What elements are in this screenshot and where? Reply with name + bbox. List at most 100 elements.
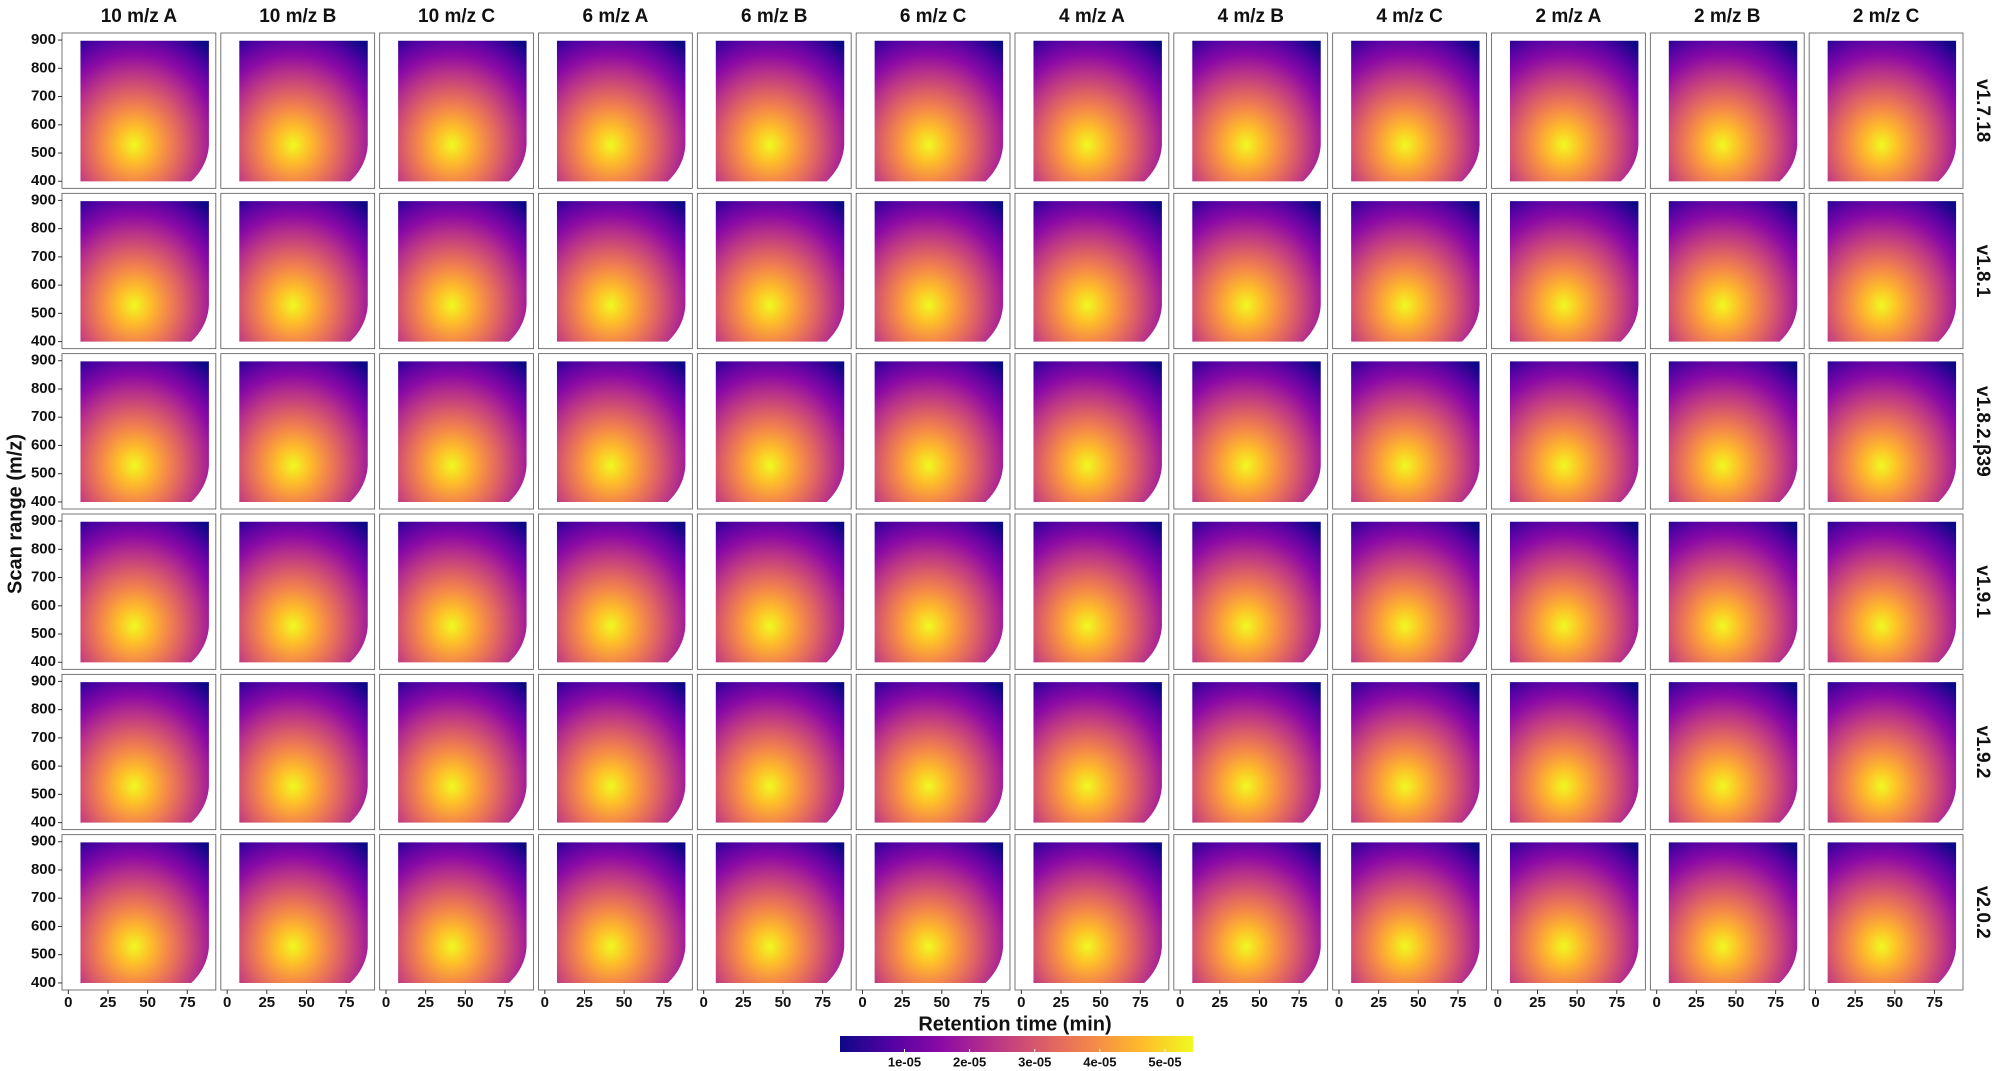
- density-area: [1192, 201, 1321, 342]
- y-tick-label: 900: [31, 352, 56, 369]
- density-area: [239, 682, 368, 823]
- x-tick-label: 50: [1728, 994, 1745, 1011]
- x-tick-label: 75: [814, 994, 831, 1011]
- density-area: [1827, 842, 1957, 984]
- x-tick-label: 75: [1926, 994, 1943, 1011]
- column-label: 2 m/z A: [1536, 6, 1602, 27]
- y-tick-label: 600: [31, 917, 56, 934]
- density-area: [1192, 40, 1321, 182]
- column-label: 4 m/z C: [1376, 6, 1443, 27]
- density-area: [80, 842, 209, 984]
- y-tick-label: 800: [31, 701, 56, 718]
- column-label: 6 m/z C: [900, 6, 967, 27]
- x-tick-label: 0: [64, 994, 72, 1011]
- density-area: [874, 40, 1004, 182]
- row-label: v1.7.18: [1972, 79, 1993, 142]
- x-tick-label: 0: [1653, 994, 1661, 1011]
- column-label: 2 m/z B: [1694, 6, 1761, 27]
- density-area: [1192, 682, 1321, 823]
- x-tick-label: 50: [457, 994, 474, 1011]
- colorbar-tick-label: 1e-05: [888, 1054, 921, 1069]
- density-area: [715, 842, 845, 984]
- density-area: [1509, 682, 1639, 823]
- density-area: [715, 40, 845, 182]
- density-area: [398, 682, 527, 823]
- x-tick-label: 50: [775, 994, 792, 1011]
- x-tick-label: 75: [338, 994, 355, 1011]
- density-area: [1668, 842, 1798, 984]
- density-area: [1351, 842, 1480, 984]
- x-tick-label: 75: [1450, 994, 1467, 1011]
- x-tick-label: 0: [1176, 994, 1184, 1011]
- density-area: [1827, 201, 1957, 342]
- density-area: [1509, 40, 1639, 182]
- x-tick-label: 75: [1132, 994, 1149, 1011]
- x-tick-label: 0: [1811, 994, 1819, 1011]
- density-area: [1192, 842, 1321, 984]
- colorbar-tick-label: 3e-05: [1018, 1054, 1051, 1069]
- density-area: [715, 682, 845, 823]
- x-tick-label: 75: [973, 994, 990, 1011]
- y-tick-label: 500: [31, 785, 56, 802]
- x-axis-title: Retention time (min): [918, 1013, 1111, 1035]
- y-tick-label: 900: [31, 833, 56, 850]
- y-tick-label: 800: [31, 380, 56, 397]
- y-tick-label: 400: [31, 814, 56, 831]
- column-label: 4 m/z A: [1059, 6, 1125, 27]
- column-label: 10 m/z B: [259, 6, 336, 27]
- y-axis-title: Scan range (m/z): [4, 434, 26, 594]
- row-label: v1.8.1: [1972, 245, 1993, 298]
- density-area: [1033, 361, 1162, 503]
- y-tick-label: 500: [31, 144, 56, 161]
- x-tick-label: 75: [497, 994, 514, 1011]
- y-tick-label: 700: [31, 248, 56, 265]
- density-area: [1509, 361, 1639, 503]
- density-area: [874, 361, 1004, 503]
- row-label: v1.9.1: [1972, 565, 1993, 618]
- density-area: [398, 521, 527, 663]
- density-area: [1351, 40, 1480, 182]
- density-area: [1827, 682, 1957, 823]
- x-tick-label: 75: [655, 994, 672, 1011]
- x-tick-label: 0: [541, 994, 549, 1011]
- x-tick-label: 25: [1529, 994, 1546, 1011]
- x-tick-label: 75: [1608, 994, 1625, 1011]
- column-label: 2 m/z C: [1853, 6, 1920, 27]
- density-area: [715, 201, 845, 342]
- x-tick-label: 0: [1494, 994, 1502, 1011]
- y-tick-label: 700: [31, 569, 56, 586]
- x-tick-label: 0: [1335, 994, 1343, 1011]
- column-label: 4 m/z B: [1217, 6, 1284, 27]
- x-tick-label: 0: [858, 994, 866, 1011]
- x-tick-label: 0: [700, 994, 708, 1011]
- y-tick-label: 700: [31, 889, 56, 906]
- density-area: [556, 842, 686, 984]
- y-tick-label: 900: [31, 191, 56, 208]
- density-area: [239, 40, 368, 182]
- density-area: [1033, 201, 1162, 342]
- density-area: [1827, 40, 1957, 182]
- column-label: 10 m/z C: [418, 6, 495, 27]
- y-tick-label: 500: [31, 304, 56, 321]
- y-tick-label: 600: [31, 757, 56, 774]
- density-area: [1033, 682, 1162, 823]
- density-area: [1192, 521, 1321, 663]
- y-tick-label: 600: [31, 116, 56, 133]
- density-area: [1668, 201, 1798, 342]
- density-area: [80, 521, 209, 663]
- row-label: v1.9.2: [1972, 726, 1993, 779]
- x-tick-label: 75: [1767, 994, 1784, 1011]
- column-label: 10 m/z A: [101, 6, 178, 27]
- density-area: [1351, 682, 1480, 823]
- density-area: [239, 201, 368, 342]
- y-tick-label: 500: [31, 625, 56, 642]
- column-label: 6 m/z A: [583, 6, 649, 27]
- x-tick-label: 50: [933, 994, 950, 1011]
- x-tick-label: 50: [1410, 994, 1427, 1011]
- x-tick-label: 25: [100, 994, 117, 1011]
- x-tick-label: 75: [1291, 994, 1308, 1011]
- x-tick-label: 0: [382, 994, 390, 1011]
- density-area: [1509, 201, 1639, 342]
- y-tick-label: 400: [31, 493, 56, 510]
- density-area: [1351, 201, 1480, 342]
